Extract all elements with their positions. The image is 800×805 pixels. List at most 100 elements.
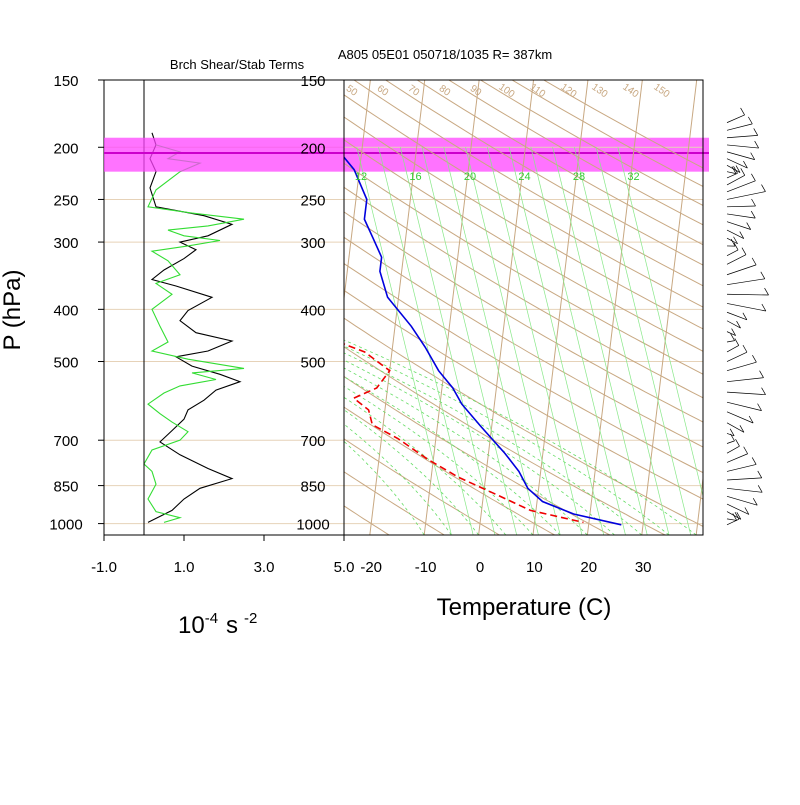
wind-barb: [727, 222, 751, 230]
wind-barb-staff: [727, 402, 762, 410]
wind-barb-flag: [752, 355, 756, 362]
mixing-ratio-label-12: 12: [355, 171, 367, 183]
theta-label-60: 60: [375, 83, 391, 99]
skewt-y-tick-1000: 1000: [296, 517, 329, 534]
mixing-ratio-line: [444, 147, 539, 535]
wind-barb-flag: [743, 345, 747, 352]
skewt-y-tick-400: 400: [300, 302, 325, 319]
wind-barb: [727, 303, 766, 311]
wind-barb: [727, 402, 762, 410]
wind-barb-staff: [727, 255, 746, 265]
skewt-x-axis-label: Temperature (C): [437, 594, 612, 621]
wind-barb-flag: [731, 239, 735, 246]
wind-barb: [727, 321, 741, 328]
wind-barb: [727, 152, 755, 160]
wind-barb-flag: [741, 108, 745, 115]
mixing-ratio-line: [574, 147, 669, 535]
wind-barb-staff: [727, 345, 739, 352]
left-x-tick-0: -1.0: [91, 559, 117, 576]
wind-barb: [727, 345, 747, 361]
left-x-tick-2: 3.0: [254, 559, 275, 576]
wind-barb-flag: [760, 371, 764, 378]
wind-barb-flag: [758, 471, 762, 478]
wind-barb: [727, 447, 748, 463]
wind-barb: [727, 230, 744, 238]
left-series-lines: [144, 133, 244, 523]
wind-barb-staff: [727, 294, 769, 295]
theta-label-80: 80: [437, 83, 453, 99]
wind-barb-staff: [727, 392, 766, 395]
skewt-title: A805 05E01 050718/1035 R= 387km: [338, 47, 552, 62]
wind-barb-staff: [727, 352, 747, 361]
wind-barb-flag: [761, 185, 765, 192]
mixing-ratio-label-32: 32: [627, 171, 639, 183]
theta-label-100: 100: [496, 82, 516, 101]
wind-barb: [727, 423, 744, 432]
mixing-ratio-line: [553, 147, 648, 535]
theta-label-90: 90: [468, 83, 484, 99]
wind-barb-staff: [727, 496, 757, 505]
left-y-tick-500: 500: [53, 355, 78, 372]
skewt-y-tick-300: 300: [300, 235, 325, 252]
wind-barb-staff: [727, 464, 756, 471]
left-x-label-unit: s: [226, 612, 238, 639]
wind-barb-staff: [727, 124, 752, 130]
wind-barb-flag: [752, 199, 756, 206]
wind-barb: [727, 243, 738, 256]
wind-barb-flag: [748, 117, 752, 124]
wind-barb-staff: [727, 135, 758, 137]
wind-barb-flag: [762, 388, 766, 395]
wind-barb: [727, 199, 756, 207]
wind-barb: [727, 248, 746, 265]
wind-barb-staff: [727, 115, 745, 123]
wind-barb-staff: [727, 279, 765, 285]
theta-label-150: 150: [651, 82, 671, 101]
theta-label-130: 130: [589, 82, 609, 101]
wind-barb: [727, 338, 739, 352]
wind-barb: [727, 312, 747, 320]
wind-barb-staff: [727, 488, 762, 492]
wind-barb-staff: [727, 173, 738, 178]
wind-barb: [727, 288, 769, 295]
skewt-y-tick-500: 500: [300, 355, 325, 372]
wind-barb-flag: [761, 272, 765, 279]
left-y-axis-label: P (hPa): [0, 270, 26, 351]
skewt-y-tick-150: 150: [300, 73, 325, 90]
left-y-tick-700: 700: [53, 433, 78, 450]
left-x-label-exponent: -4: [205, 610, 218, 627]
wind-barb-flag: [744, 447, 748, 454]
wind-barb-flag: [741, 168, 745, 175]
wind-barb: [727, 211, 755, 218]
theta-label-120: 120: [558, 82, 578, 101]
skewt-y-tick-700: 700: [300, 433, 325, 450]
wind-barb-flag: [751, 211, 755, 218]
wind-barb-flag: [754, 128, 758, 135]
wind-barb: [727, 412, 753, 423]
wind-barb-flag: [755, 141, 759, 148]
wind-barb: [727, 108, 745, 123]
wind-barb-flag: [752, 258, 756, 265]
left-y-tick-150: 150: [53, 73, 78, 90]
skewt-x-tick-0: 0: [476, 559, 484, 576]
mixing-ratio-label-28: 28: [573, 171, 585, 183]
wind-barb-flag: [752, 457, 756, 464]
skewt-x-tick-20: 20: [580, 559, 597, 576]
wind-barb: [727, 471, 762, 480]
wind-barb-flag: [758, 485, 762, 492]
left-panel-title: Brch Shear/Stab Terms: [170, 57, 305, 72]
wind-barb-staff: [727, 172, 736, 174]
wind-barb-staff: [727, 303, 766, 311]
wind-barb: [727, 128, 758, 137]
wind-barb-flag: [735, 338, 739, 345]
left-y-tick-850: 850: [53, 479, 78, 496]
theta-label-140: 140: [620, 82, 640, 101]
left-y-tick-300: 300: [53, 235, 78, 252]
wind-barb: [727, 141, 759, 148]
wind-barb-staff: [727, 378, 764, 382]
wind-barb-staff: [727, 478, 762, 480]
wind-barb: [727, 496, 757, 505]
